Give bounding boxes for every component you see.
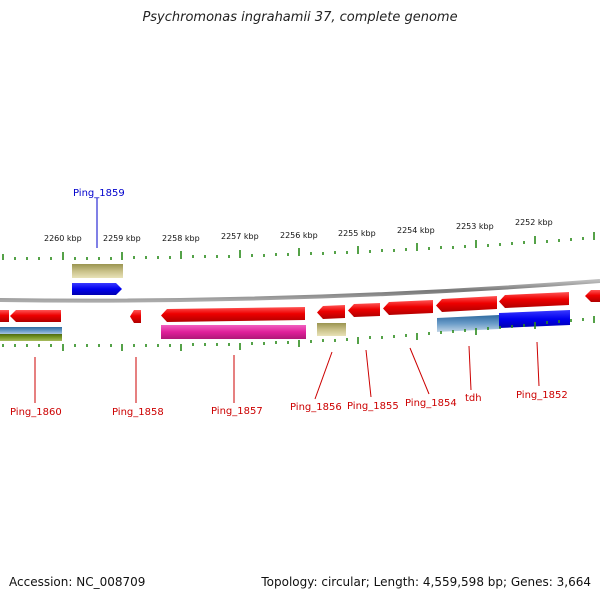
- gene-label-ping1852[interactable]: Ping_1852: [516, 390, 568, 401]
- gene-label-ping1857[interactable]: Ping_1857: [211, 406, 263, 417]
- accession-text: Accession: NC_008709: [9, 575, 146, 589]
- gene-label-ping1854[interactable]: Ping_1854: [405, 398, 457, 409]
- gene-label-ping1858[interactable]: Ping_1858: [112, 407, 164, 418]
- gene-tdh[interactable]: [436, 296, 497, 312]
- gene-ping1852[interactable]: [499, 292, 569, 308]
- gene-blue-lower[interactable]: [499, 310, 570, 328]
- gene-label-ping1859[interactable]: Ping_1859: [73, 188, 125, 199]
- gene-red-right-edge[interactable]: [585, 290, 600, 302]
- tick-label-2260: 2260 kbp: [44, 234, 82, 243]
- gene-blue-upper[interactable]: [72, 283, 122, 295]
- gene-olive-left[interactable]: [0, 334, 62, 341]
- tick-label-2252: 2252 kbp: [515, 218, 553, 227]
- gene-red-left-1[interactable]: [0, 310, 9, 322]
- gene-ping1858[interactable]: [130, 310, 141, 323]
- gene-ping1855[interactable]: [348, 303, 380, 317]
- gene-label-tdh[interactable]: tdh: [465, 393, 482, 404]
- gene-ping1857[interactable]: [161, 307, 305, 322]
- tick-label-2259: 2259 kbp: [103, 234, 141, 243]
- map-title: Psychromonas ingrahamii 37, complete gen…: [142, 10, 458, 25]
- gene-ping1854[interactable]: [383, 300, 433, 315]
- gene-steel-lower[interactable]: [437, 315, 499, 332]
- gene-magenta[interactable]: [161, 325, 306, 339]
- tick-label-2256: 2256 kbp: [280, 231, 318, 240]
- backbone-line: [0, 279, 600, 303]
- gene-khaki-lower[interactable]: [317, 323, 346, 336]
- gene-khaki-upper[interactable]: [72, 264, 123, 278]
- tick-label-2258: 2258 kbp: [162, 234, 200, 243]
- tick-label-2257: 2257 kbp: [221, 232, 259, 241]
- tick-label-2255: 2255 kbp: [338, 229, 376, 238]
- gene-label-ping1860[interactable]: Ping_1860: [10, 407, 62, 418]
- tick-label-2253: 2253 kbp: [456, 222, 494, 231]
- gene-leaders: [34, 341, 540, 403]
- gene-label-ping1855[interactable]: Ping_1855: [347, 401, 399, 412]
- gene-steel-left[interactable]: [0, 327, 62, 335]
- gene-label-ping1856[interactable]: Ping_1856: [290, 402, 342, 413]
- gene-ping1860[interactable]: [10, 310, 61, 322]
- tick-label-2254: 2254 kbp: [397, 226, 435, 235]
- tick-labels: 2260 kbp 2259 kbp 2258 kbp 2257 kbp 2256…: [44, 218, 553, 243]
- outer-tick-track: [2, 232, 595, 260]
- gene-ping1856[interactable]: [317, 305, 345, 319]
- genome-info-text: Topology: circular; Length: 4,559,598 bp…: [261, 575, 591, 589]
- inner-tick-track: [2, 316, 595, 351]
